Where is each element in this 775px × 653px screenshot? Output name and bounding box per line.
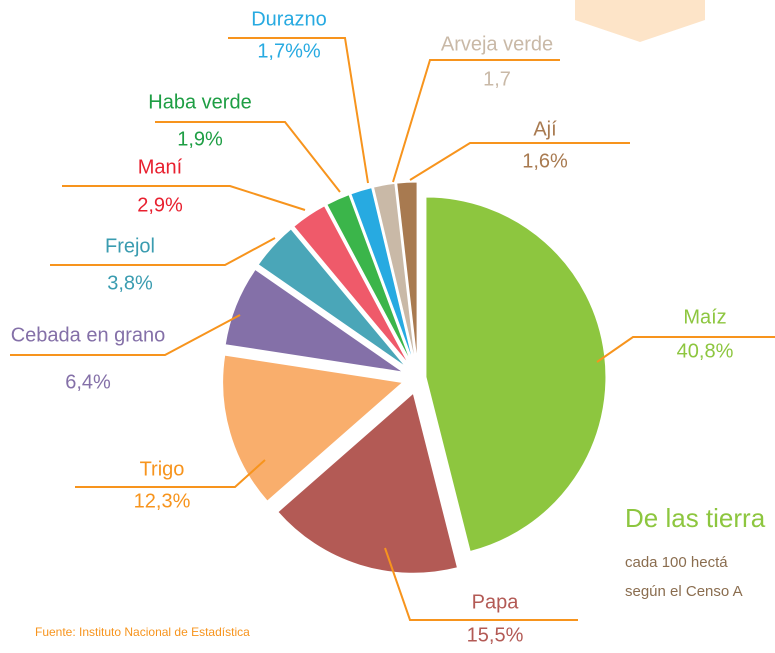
pie-slice bbox=[326, 193, 412, 364]
leader-line bbox=[62, 185, 306, 211]
slice-label: Durazno bbox=[251, 8, 327, 30]
pie-slice bbox=[224, 268, 404, 373]
slice-value: 1,7%% bbox=[257, 40, 321, 62]
leader-line bbox=[75, 459, 266, 488]
pie-slice bbox=[277, 392, 459, 574]
pie-slice bbox=[293, 205, 410, 366]
slice-value: 1,9% bbox=[177, 128, 223, 150]
slice-label: Haba verde bbox=[148, 91, 251, 113]
slice-value: 15,5% bbox=[467, 624, 524, 646]
pie-slice bbox=[222, 354, 404, 502]
leader-line bbox=[409, 142, 630, 181]
leader-line bbox=[228, 37, 369, 184]
slice-label: Ají bbox=[533, 118, 557, 140]
slice-value: 1,6% bbox=[522, 150, 568, 172]
slice-label: Trigo bbox=[140, 458, 185, 480]
pie-slice bbox=[372, 182, 416, 363]
pie-slice bbox=[257, 228, 407, 368]
source: Fuente: Instituto Nacional de Estadístic… bbox=[35, 625, 250, 639]
leader-line bbox=[50, 237, 276, 266]
pie-slice bbox=[396, 181, 418, 363]
pie-slice bbox=[425, 196, 607, 553]
slice-value: 3,8% bbox=[107, 272, 153, 294]
slice-label: Maíz bbox=[683, 306, 726, 328]
body-text: según el Censo A bbox=[625, 583, 743, 600]
decor-shape bbox=[575, 0, 705, 42]
leader-line bbox=[596, 336, 775, 363]
slice-label: Maní bbox=[138, 156, 183, 178]
body-text: cada 100 hectá bbox=[625, 554, 728, 571]
slice-label: Frejol bbox=[105, 235, 155, 257]
leader-line bbox=[155, 121, 341, 193]
slice-value: 6,4% bbox=[65, 371, 111, 393]
slice-value: 2,9% bbox=[137, 194, 183, 216]
leader-line bbox=[392, 59, 560, 183]
headline: De las tierra bbox=[625, 503, 766, 533]
slice-value: 1,7 bbox=[483, 68, 511, 90]
slice-label: Arveja verde bbox=[441, 33, 553, 55]
pie-slice bbox=[350, 186, 414, 363]
slice-label: Papa bbox=[472, 591, 520, 613]
slice-label: Cebada en grano bbox=[11, 324, 166, 346]
slice-value: 12,3% bbox=[134, 490, 191, 512]
leader-line bbox=[384, 547, 578, 621]
slice-value: 40,8% bbox=[677, 340, 734, 362]
leader-line bbox=[10, 314, 241, 356]
